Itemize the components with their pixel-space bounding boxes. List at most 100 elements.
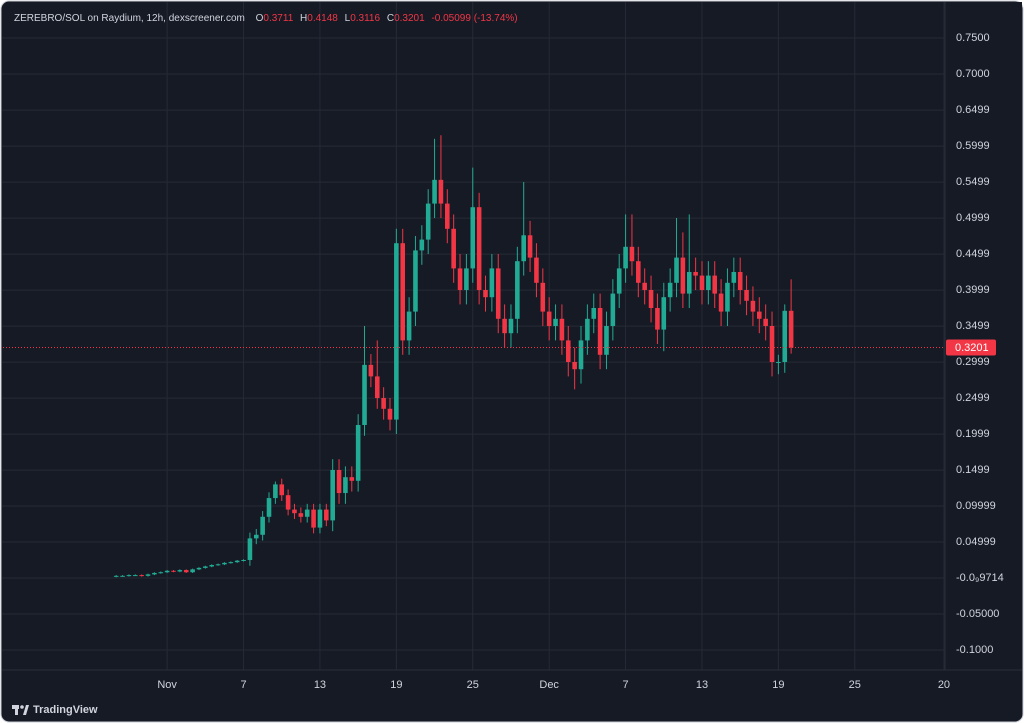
x-tick-label: 7 [240,679,246,691]
candle-body [126,575,132,577]
candle-body [387,408,393,420]
logo-part [20,705,24,709]
y-tick-label: 0.1499 [956,464,990,476]
y-tick-label: 0.2999 [956,356,990,368]
candle-body [273,484,278,499]
candle-body [355,424,361,481]
candle-body [279,484,285,496]
candle-body [145,574,151,576]
candle-body [171,570,176,572]
candle-body [362,364,367,425]
y-tick-label: 0.7000 [956,68,990,80]
candle-body [234,560,240,563]
ohlc-value: 0.3711 [263,13,293,24]
candle-body [266,498,272,517]
y-tick-label: -0.05000 [956,608,999,620]
last-price-label: 0.3201 [955,342,989,354]
candle-body [324,509,329,521]
candle-body [534,257,539,283]
y-tick-label: 0.3499 [956,320,990,332]
candle-body [661,297,667,330]
candle-body [744,290,749,301]
candle-body [540,282,546,312]
candle-body [616,268,622,294]
candle-body [604,326,609,355]
ohlc-label: L [345,13,351,24]
y-tick-label: 0.1999 [956,428,990,440]
x-tick-label: Nov [157,679,177,691]
candle-body [152,572,157,575]
y-tick-label: 0.4499 [956,248,990,260]
candle-body [686,272,692,294]
candle-body [253,534,259,539]
branding: TradingView [33,704,98,716]
logo-part [23,705,29,715]
y-tick-label: 0.2499 [956,392,990,404]
candle-body [177,570,183,572]
candle-body [464,268,469,291]
x-tick-label: 25 [849,679,861,691]
chart-title: ZEREBRO/SOL on Raydium, 12h, dexscreener… [14,13,245,24]
candle-body [445,203,450,229]
candle-body [725,282,730,312]
y-tick-label: 0.4999 [956,212,990,224]
candle-body [756,311,762,319]
candle-body [457,268,463,291]
candle-body [158,572,164,574]
candle-body [222,562,227,565]
candle-body [636,261,641,283]
candle-body [565,340,571,362]
candle-body [597,308,603,355]
candle-body [623,246,628,269]
x-tick-label: 19 [390,679,402,691]
y-tick-label: 0.7500 [956,32,990,44]
candle-body [731,272,737,283]
candle-body [349,477,355,481]
candle-body [699,275,705,291]
candle-body [693,272,698,276]
x-tick-label: Dec [539,679,559,691]
candle-body [381,397,386,409]
candle-body [706,275,711,291]
candle-body [776,361,781,363]
candle-body [164,570,170,573]
candle-body [330,469,335,521]
candle-body [285,495,291,510]
candle-body [489,268,495,298]
candle-body [419,239,425,251]
candle-body [183,570,189,573]
candle-body [260,516,265,535]
ohlc-label: H [300,13,307,24]
x-tick-label: 7 [623,679,629,691]
y-tick-label: 0.09999 [956,500,996,512]
y-axis: 0.7500 0.7000 0.6499 0.5999 0.5499 0.4999 0.44… [946,32,1004,656]
candle-body [438,179,444,204]
candle-body [133,575,138,577]
candle-body [553,318,558,327]
candle-body [374,376,380,398]
ohlc-label: O [256,13,264,24]
candle-body [515,261,520,319]
candle-body [750,300,756,312]
candle-body [769,326,775,362]
candle-body [591,308,597,319]
candle-body [413,250,418,312]
branding-logo [12,705,29,715]
x-tick-label: 25 [467,679,479,691]
candle-body [203,566,208,568]
candle-body [209,565,215,567]
candle-body [292,509,297,514]
ohlc-label: C [387,13,394,24]
last-price-box [946,339,996,356]
candle-body [527,235,533,258]
candle-body [674,257,679,283]
ohlc-value: 0.4148 [307,13,338,24]
candle-body [228,562,234,564]
candle-body [190,569,195,573]
candle-body [394,243,399,420]
candle-body [585,318,590,341]
candle-body [247,538,253,560]
candle-body [521,235,526,262]
candle-body [483,290,488,298]
